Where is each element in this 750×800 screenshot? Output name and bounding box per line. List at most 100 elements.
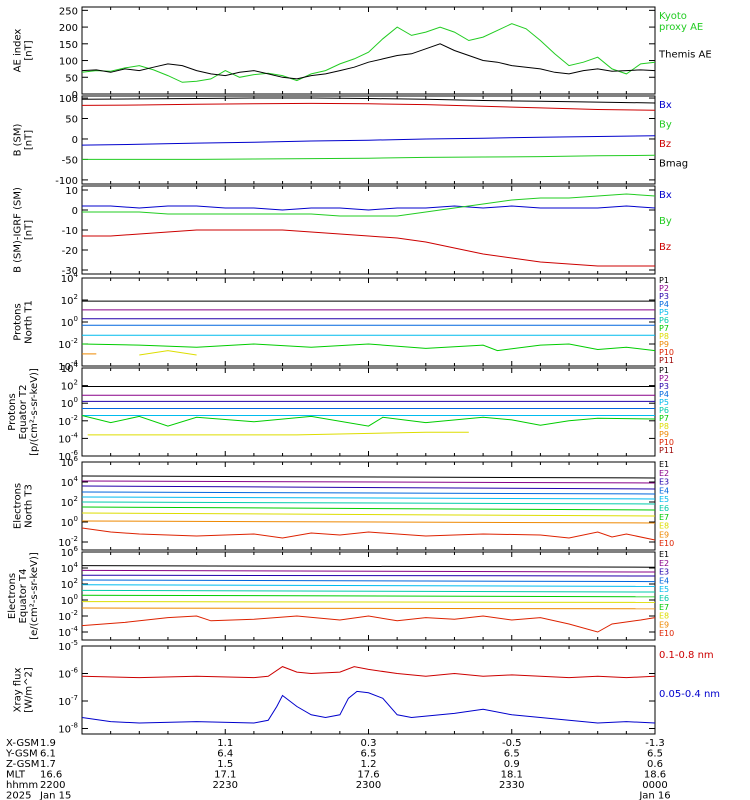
y-tick-label: 102 [61,379,78,393]
series-line-p8 [87,431,469,436]
legend-label: P10 [659,348,674,357]
footer-value: 6.5 [361,749,377,760]
y-tick-label: 10-2 [58,609,78,623]
footer-row-label: X-GSM [6,738,39,749]
footer-value: 6.1 [40,749,56,760]
legend-label: P3 [659,292,669,301]
legend-label: P2 [659,284,669,293]
y-axis-label: B (SM)-IGRF (SM) [nT] [13,187,35,273]
svg-text:Equator T2: Equator T2 [18,385,29,440]
panel-frame [81,185,656,275]
y-tick-label: 10-6 [58,667,78,681]
svg-text:[nT]: [nT] [24,220,35,240]
legend-label: P1 [659,366,669,375]
y-tick-label: 150 [59,40,78,51]
panel-3: -30 -20 -10 0 10 B (SM)-IGRF (SM) [nT] Bx By Bz [13,185,672,277]
series-line-kyoto-proxy-ae [81,23,656,83]
legend-label: 0.05-0.4 nm [659,689,720,700]
legend-label: By [659,216,672,227]
footer-value: -1.3 [645,738,665,749]
y-axis-label: Electrons Equator T4 [e/(cm²-s-sr-keV)] [7,552,40,640]
legend-label: Bx [659,190,672,201]
svg-text:[W/m^2]: [W/m^2] [24,667,35,713]
y-tick-label: 100 [59,94,78,105]
footer-value: 18.1 [501,770,523,781]
y-tick-label: 100 [59,57,78,68]
legend-label: E2 [659,469,669,478]
legend-label: P9 [659,430,669,439]
legend-label: Bz [659,139,671,150]
series-line-e5 [81,496,656,500]
series-line-e9 [81,607,656,610]
legend-label: E8 [659,612,669,621]
legend-label: E1 [659,550,669,559]
footer-row-label: Y-GSM [5,749,38,760]
y-tick-label: 102 [61,293,78,307]
series-line-bx [82,205,656,211]
y-tick-label: 10 [65,186,78,197]
y-axis-label: Electrons North T3 [13,483,35,529]
legend-label: E6 [659,504,669,513]
y-tick-label: 10-6 [58,449,78,463]
footer-value: 18.6 [644,770,666,781]
y-axis-label: Protons North T1 [13,300,35,344]
y-tick-label: 100 [61,315,78,329]
series-line-0-1-0-8-nm [81,666,656,679]
y-axis-label: Xray flux [W/m^2] [13,667,35,713]
footer-value: Jan 16 [638,791,670,800]
series-line-e2 [81,569,656,573]
legend-label: P4 [659,390,669,399]
series-line-e6 [81,589,656,593]
footer-row-label: MLT [6,770,26,781]
y-axis-label: AE index [nT] [13,29,35,73]
series-line-e5 [81,584,656,587]
y-tick-label: 50 [65,73,78,84]
y-axis-label: B (SM) [nT] [13,123,35,156]
y-tick-label: 106 [61,545,79,559]
legend-label: E5 [659,495,669,504]
legend-label: P5 [659,398,669,407]
legend-label: E7 [659,513,669,522]
series-line-p8 [139,350,197,356]
legend-label: P5 [659,308,669,317]
svg-text:Electrons: Electrons [7,573,18,619]
y-tick-label: 10-2 [58,414,78,428]
legend-label: P4 [659,300,669,309]
y-tick-label: 0 [72,206,78,217]
legend-label: 0.1-0.8 nm [659,650,714,661]
footer-value: 2300 [356,780,381,791]
legend-label: P9 [659,340,669,349]
footer-row-label: 2025 [6,791,31,800]
footer-value: 6.4 [217,749,233,760]
legend-label: E1 [659,460,669,469]
legend-label: E6 [659,594,669,603]
y-tick-label: 102 [61,577,78,591]
legend-label: P11 [659,446,674,455]
legend-label: E3 [659,568,669,577]
y-axis-label: Protons Equator T2 [p/(cm²-s-sr-keV)] [7,368,40,456]
footer-value: 16.6 [40,770,62,781]
series-line-e6 [81,501,656,505]
legend-label: E10 [659,629,674,638]
legend-label: P3 [659,382,669,391]
series-line-e2 [81,480,656,484]
y-tick-label: -10 [62,226,78,237]
y-tick-label: 104 [61,361,79,375]
series-line-e4 [81,491,656,495]
svg-text:North T3: North T3 [24,484,35,528]
legend-label: E8 [659,522,669,531]
legend-label: Themis AE [658,50,712,61]
series-line-0-05-0-4-nm [81,690,656,724]
y-tick-label: 100 [61,593,78,607]
panel-frame [81,461,656,551]
series-line-e7 [81,506,656,511]
legend-label: P10 [659,438,674,447]
legend-label: E4 [659,486,669,495]
legend-label: E9 [659,530,669,539]
svg-text:[nT]: [nT] [24,130,35,150]
y-tick-label: 50 [65,115,78,126]
legend-label: P8 [659,332,669,341]
panel-frame [81,367,656,457]
